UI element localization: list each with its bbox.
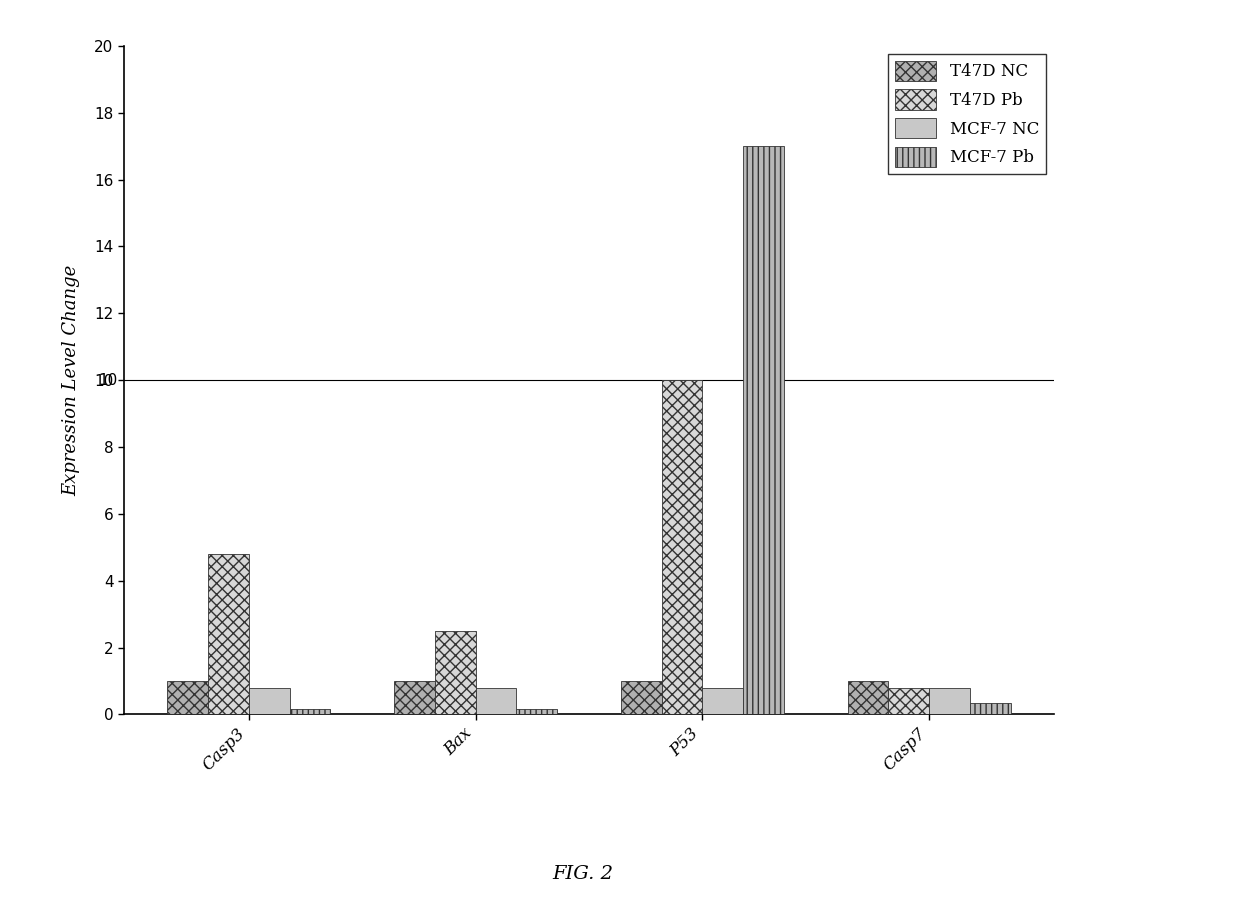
Bar — [249, 688, 290, 714]
Bar — [394, 682, 435, 714]
Text: FIG. 2: FIG. 2 — [552, 866, 614, 883]
Bar — [743, 147, 784, 714]
Bar — [662, 380, 702, 714]
Legend: T47D NC, T47D Pb, MCF-7 NC, MCF-7 Pb: T47D NC, T47D Pb, MCF-7 NC, MCF-7 Pb — [888, 54, 1045, 174]
Bar — [516, 710, 557, 714]
Bar — [888, 688, 929, 714]
Bar — [167, 682, 208, 714]
Bar — [848, 682, 888, 714]
Bar — [929, 688, 970, 714]
Bar — [208, 554, 249, 714]
Bar — [476, 688, 516, 714]
Bar — [621, 682, 662, 714]
Bar — [435, 631, 476, 714]
Bar — [290, 710, 330, 714]
Bar — [970, 703, 1011, 714]
Text: 10: 10 — [98, 373, 118, 387]
Bar — [702, 688, 743, 714]
Y-axis label: Expression Level Change: Expression Level Change — [62, 265, 81, 496]
